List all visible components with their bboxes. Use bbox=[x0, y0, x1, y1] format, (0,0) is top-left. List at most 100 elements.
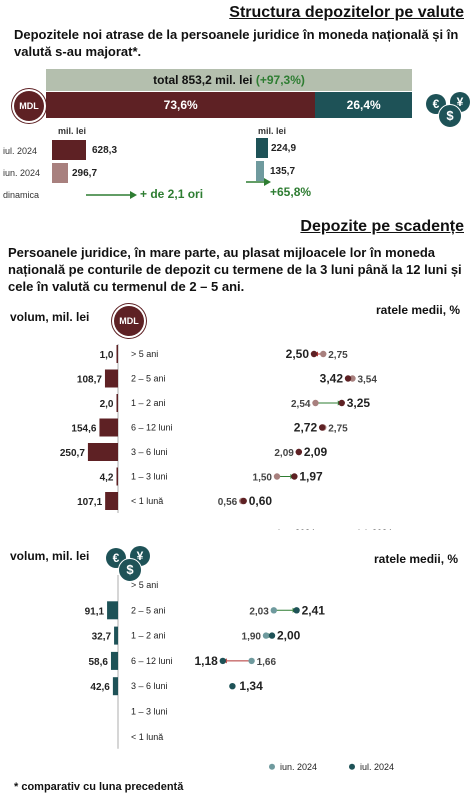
fx-jun-value: 135,7 bbox=[270, 166, 296, 177]
mdl-badge-icon-2: MDL bbox=[114, 306, 144, 336]
rate-dot-jun bbox=[312, 399, 319, 407]
category-label: < 1 lună bbox=[131, 732, 163, 742]
category-label: < 1 lună bbox=[131, 496, 163, 506]
volume-value-label: 4,2 bbox=[100, 473, 114, 484]
section2-title: Depozite pe scadențe bbox=[300, 218, 464, 235]
rate-value-label: 2,54 bbox=[291, 399, 311, 410]
rate-dot-jun bbox=[248, 657, 255, 665]
fx-jul-value: 224,9 bbox=[271, 143, 297, 154]
total-banner: total 853,2 mil. lei (+97,3%) bbox=[46, 69, 412, 91]
volume-value-label: 250,7 bbox=[60, 448, 85, 459]
legend-label-jul: iul. 2024 bbox=[358, 528, 392, 530]
rate-dot-jul bbox=[338, 399, 345, 407]
volume-value-label: 1,0 bbox=[100, 350, 114, 361]
rate-value-label: 1,90 bbox=[242, 632, 262, 643]
fx-share-segment: 26,4% bbox=[315, 92, 412, 118]
footnote: * comparativ cu luna precedentă bbox=[14, 781, 184, 793]
category-label: 2 – 5 ani bbox=[131, 605, 166, 615]
rate-dot-jul bbox=[318, 424, 326, 431]
rate-value-label: 1,34 bbox=[239, 679, 263, 693]
category-label: 6 – 12 luni bbox=[131, 656, 173, 666]
rate-value-label: 3,25 bbox=[347, 396, 371, 410]
mdl-share-segment: 73,6% bbox=[46, 92, 316, 118]
rate-value-label: 2,09 bbox=[274, 448, 294, 459]
fx-jul-bar bbox=[256, 138, 268, 158]
fx-rates-label: ratele medii, % bbox=[374, 552, 459, 566]
rate-dot-jul bbox=[268, 632, 276, 639]
mdl-badge-label: MDL bbox=[19, 101, 39, 111]
mdl-jul-value: 628,3 bbox=[92, 145, 118, 156]
rate-value-label: 2,03 bbox=[249, 606, 269, 617]
fx-maturity-chart: > 5 ani 2 – 5 ani 91,1 2,41 2,03 1 – 2 ani 32,… bbox=[85, 575, 394, 772]
mdl-jul-bar bbox=[52, 140, 86, 160]
volume-bar bbox=[112, 677, 118, 696]
rate-dot-jun bbox=[262, 632, 270, 639]
section1-subtitle: Depozitele noi atrase de la persoanele j… bbox=[14, 27, 459, 59]
rate-value-label: 3,42 bbox=[320, 372, 344, 386]
mdl-jun-value: 296,7 bbox=[72, 168, 98, 179]
category-label: 2 – 5 ani bbox=[131, 374, 166, 384]
volume-bar bbox=[116, 394, 118, 412]
mdl-badge-icon: MDL bbox=[14, 91, 44, 121]
fx-dynamic-text: +65,8% bbox=[270, 185, 312, 199]
rate-value-label: 2,50 bbox=[286, 347, 310, 361]
fx-dynamic-arrowhead bbox=[264, 178, 271, 186]
mdl-jun-bar bbox=[52, 163, 68, 183]
rate-dot-jun bbox=[273, 473, 281, 480]
legend-label-jun: iun. 2024 bbox=[280, 762, 317, 772]
total-label: total 853,2 mil. lei bbox=[153, 73, 256, 87]
category-label: 1 – 3 luni bbox=[131, 707, 168, 717]
category-label: 1 – 3 luni bbox=[131, 472, 168, 482]
volume-value-label: 107,1 bbox=[77, 497, 102, 508]
mdl-volume-label: volum, mil. lei bbox=[10, 310, 90, 324]
category-label: > 5 ani bbox=[131, 349, 158, 359]
fx-jun-bar bbox=[256, 161, 264, 181]
rate-value-label: 2,72 bbox=[294, 421, 318, 435]
rate-dot-jun bbox=[349, 375, 356, 382]
rate-dot-jul bbox=[310, 350, 318, 358]
volume-value-label: 2,0 bbox=[100, 399, 114, 410]
rate-value-label: 2,00 bbox=[277, 629, 301, 643]
volume-bar bbox=[105, 492, 118, 510]
volume-bar bbox=[104, 369, 118, 388]
row-label-dynamic: dinamica bbox=[3, 190, 40, 200]
rate-dot-jul bbox=[291, 473, 298, 480]
rate-dot-jul bbox=[295, 448, 303, 456]
rate-value-label: 1,50 bbox=[253, 473, 273, 484]
rate-value-label: 1,18 bbox=[194, 654, 218, 668]
category-label: 3 – 6 luni bbox=[131, 447, 168, 457]
volume-value-label: 108,7 bbox=[77, 375, 102, 386]
category-label: 1 – 2 ani bbox=[131, 631, 166, 641]
rate-value-label: 2,09 bbox=[304, 445, 328, 459]
category-label: > 5 ani bbox=[131, 580, 158, 590]
section2-description: Persoanele juridice, în mare parte, au p… bbox=[8, 245, 462, 294]
rate-value-label: 1,97 bbox=[299, 470, 323, 484]
mdl-unit-label: mil. lei bbox=[58, 126, 87, 136]
rate-value-label: 3,54 bbox=[357, 375, 377, 386]
share-bar: 73,6% 26,4% bbox=[46, 92, 412, 118]
rate-value-label: 0,56 bbox=[218, 497, 238, 508]
rate-value-label: 2,41 bbox=[302, 603, 326, 617]
rate-dot-jul bbox=[240, 497, 247, 505]
rate-dot-jul bbox=[219, 657, 226, 665]
fx-volume-label: volum, mil. lei bbox=[10, 549, 90, 563]
rate-dot-jun bbox=[320, 350, 327, 358]
volume-value-label: 58,6 bbox=[88, 657, 108, 668]
row-label-jul: iul. 2024 bbox=[3, 146, 38, 156]
rate-dot-jun bbox=[270, 607, 277, 614]
mdl-rates-label: ratele medii, % bbox=[376, 303, 461, 317]
mdl-dynamic-text: + de 2,1 ori bbox=[140, 187, 204, 201]
dynamic-arrows bbox=[86, 178, 271, 199]
mdl-maturity-chart: > 5 ani 1,0 2,75 2,50 2 – 5 ani 108,7 3,54 3,42… bbox=[60, 344, 392, 530]
category-label: 6 – 12 luni bbox=[131, 423, 173, 433]
legend-dot-jul bbox=[349, 763, 355, 770]
section1-title: Structura depozitelor pe valute bbox=[229, 4, 464, 21]
volume-bar bbox=[116, 467, 118, 486]
rate-value-label: 1,66 bbox=[257, 657, 277, 668]
total-change: (+97,3%) bbox=[255, 73, 305, 87]
volume-value-label: 32,7 bbox=[92, 632, 112, 643]
fx-unit-label: mil. lei bbox=[258, 126, 287, 136]
volume-bar bbox=[87, 443, 118, 461]
legend-label-jun: iun. 2024 bbox=[278, 528, 315, 530]
mdl-badge-label-2: MDL bbox=[119, 316, 139, 326]
